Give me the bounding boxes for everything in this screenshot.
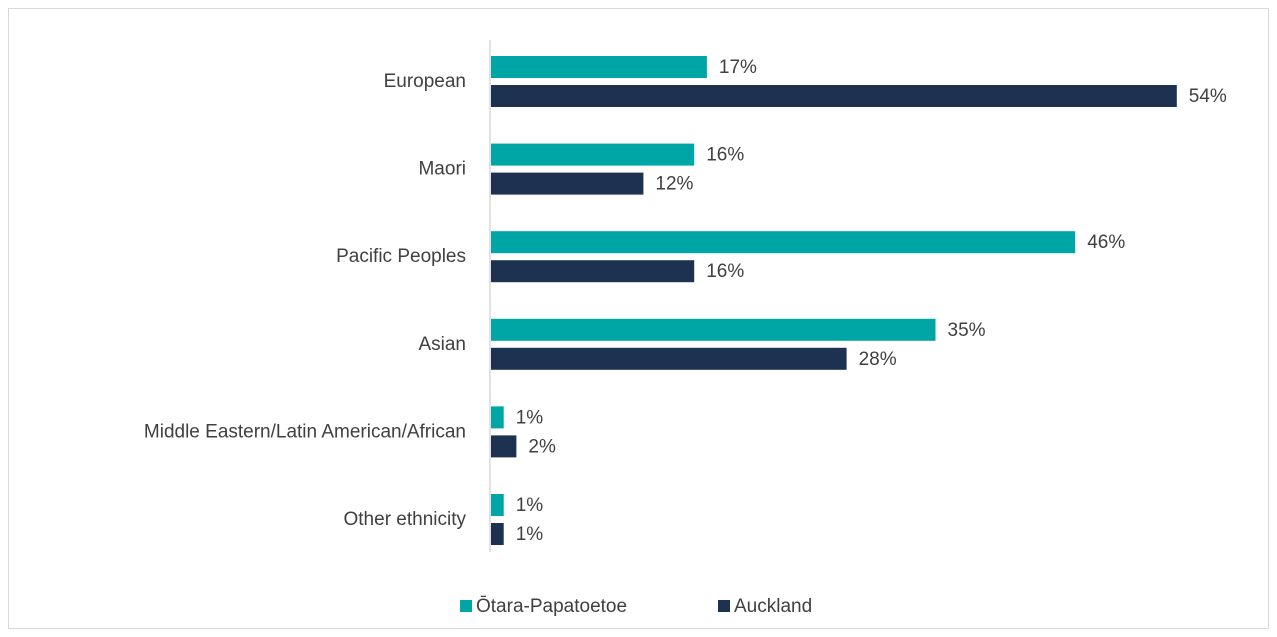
category-label: Middle Eastern/Latin American/African [144, 421, 466, 442]
bar [491, 231, 1076, 254]
category-label: Maori [418, 159, 466, 180]
bar [491, 494, 504, 516]
category-label: European [384, 71, 466, 92]
data-label: 35% [948, 320, 986, 341]
data-label: 1% [516, 495, 544, 516]
legend-swatch [718, 600, 730, 612]
bar [491, 172, 644, 195]
data-label: 46% [1087, 232, 1125, 253]
data-label: 28% [859, 349, 897, 370]
data-label: 54% [1189, 86, 1227, 107]
data-label: 1% [516, 524, 544, 545]
bar [491, 85, 1177, 107]
category-label: Asian [418, 334, 466, 355]
data-label: 16% [706, 261, 744, 282]
bar [491, 406, 504, 429]
category-label: Other ethnicity [344, 509, 467, 530]
data-label: 17% [719, 57, 757, 78]
chart-frame [8, 8, 1269, 629]
bar [491, 347, 847, 370]
data-label: 1% [516, 407, 544, 428]
data-label: 2% [528, 436, 556, 457]
legend-swatch [460, 600, 472, 612]
bar [491, 435, 517, 458]
bar [491, 143, 695, 166]
bar [491, 260, 695, 283]
data-label: 12% [655, 174, 693, 195]
bar [491, 318, 936, 341]
bar [491, 56, 707, 78]
data-label: 16% [706, 145, 744, 166]
legend-label: Auckland [734, 596, 812, 617]
bar [491, 523, 504, 545]
category-label: Pacific Peoples [336, 246, 466, 267]
legend-label: Ōtara-Papatoetoe [476, 596, 627, 617]
